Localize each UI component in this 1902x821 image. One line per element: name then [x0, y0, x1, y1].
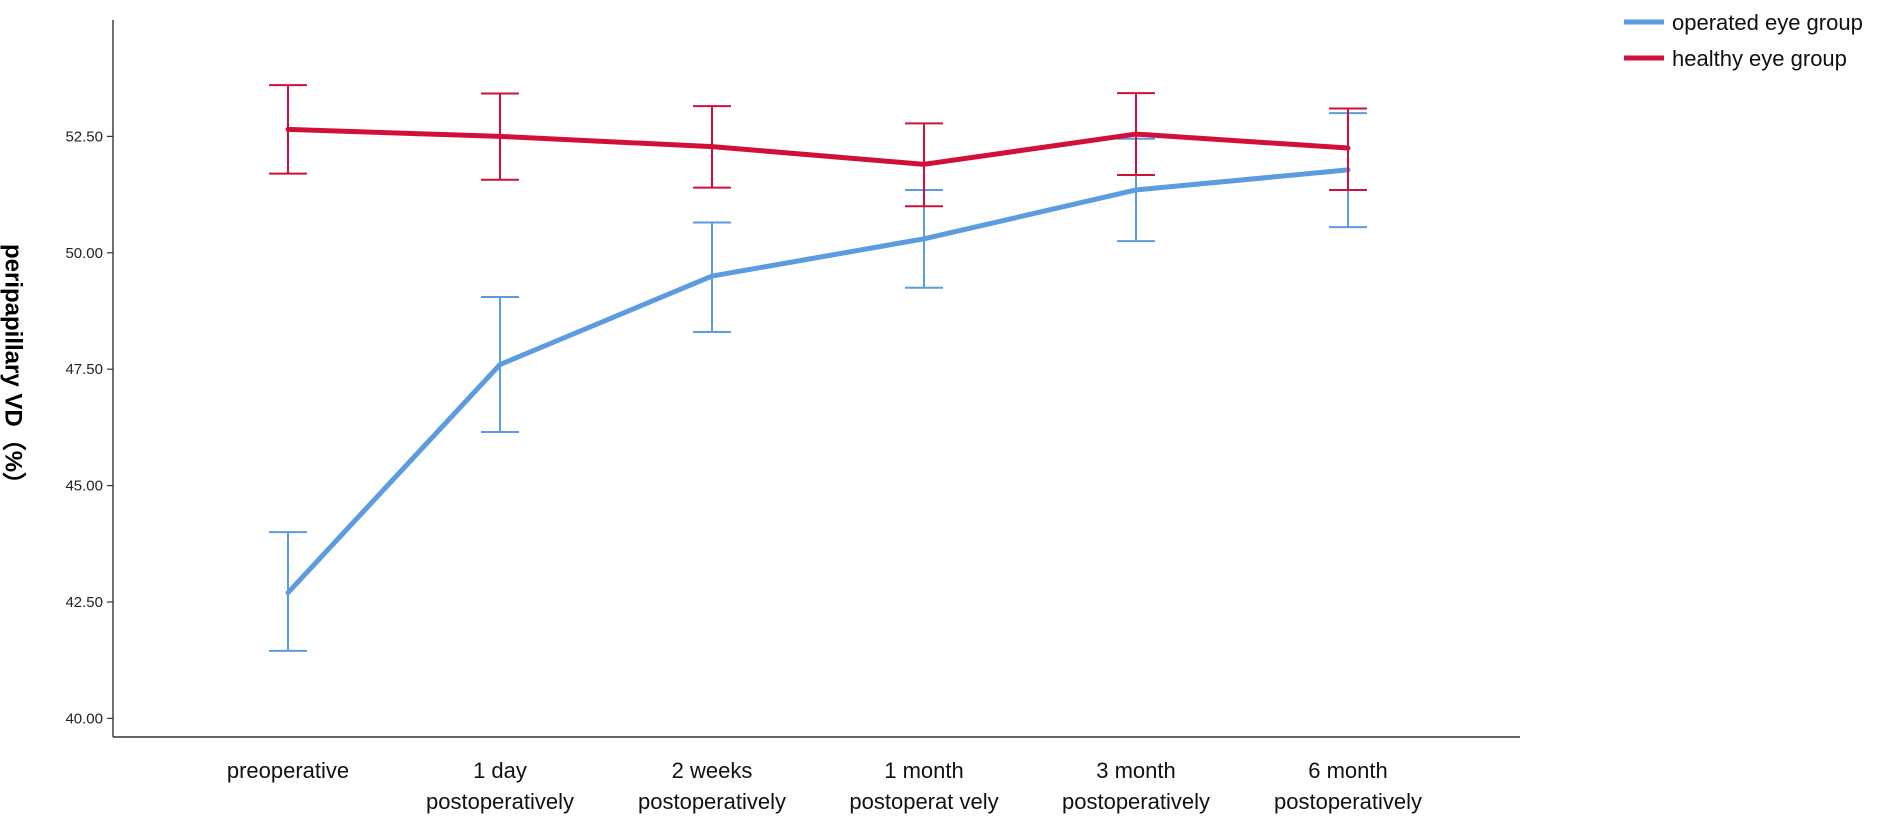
legend-item: healthy eye group: [1624, 46, 1847, 71]
x-tick-label-line: 6 month: [1308, 758, 1388, 783]
x-tick-label-line: preoperative: [227, 758, 349, 783]
y-tick-label: 52.50: [65, 128, 103, 145]
x-tick-labels: preoperative 1 day postoperatively 2 weeks p…: [227, 758, 1422, 814]
legend: operated eye group healthy eye group: [1624, 10, 1863, 71]
series-2: [269, 84, 1367, 208]
x-tick-label-line: 2 weeks: [672, 758, 753, 783]
x-tick-label: 1 month postoperat vely: [849, 758, 998, 814]
y-axis-label: peripapillary VD（%）: [0, 244, 27, 496]
x-tick-label-line: postoperatively: [1274, 789, 1422, 814]
series-line-healthy-eye-group: [285, 126, 1351, 167]
y-ticks: 40.00 42.50 45.00 47.50 50.00 52.50: [65, 128, 113, 727]
legend-item: operated eye group: [1624, 10, 1863, 35]
legend-label: healthy eye group: [1672, 46, 1847, 71]
series-line-operated-eye-group: [285, 167, 1351, 596]
x-tick-label: preoperative: [227, 758, 349, 783]
y-tick-label: 50.00: [65, 245, 103, 262]
x-tick-label-line: postoperatively: [1062, 789, 1210, 814]
legend-label: operated eye group: [1672, 10, 1863, 35]
x-tick-label-line: 3 month: [1096, 758, 1176, 783]
x-tick-label-line: postoperat vely: [849, 789, 998, 814]
x-tick-label-line: postoperatively: [426, 789, 574, 814]
y-tick-label: 47.50: [65, 361, 103, 378]
y-tick-label: 40.00: [65, 710, 103, 727]
x-tick-label: 1 day postoperatively: [426, 758, 574, 814]
y-tick-label: 42.50: [65, 594, 103, 611]
x-tick-label: 6 month postoperatively: [1274, 758, 1422, 814]
x-tick-label: 2 weeks postoperatively: [638, 758, 786, 814]
x-tick-label-line: 1 day: [473, 758, 527, 783]
series-1: [269, 112, 1367, 652]
x-tick-label-line: 1 month: [884, 758, 964, 783]
x-tick-label-line: postoperatively: [638, 789, 786, 814]
y-tick-label: 45.00: [65, 478, 103, 495]
axes: [112, 20, 1520, 738]
series-layer: [269, 84, 1367, 652]
x-tick-label: 3 month postoperatively: [1062, 758, 1210, 814]
